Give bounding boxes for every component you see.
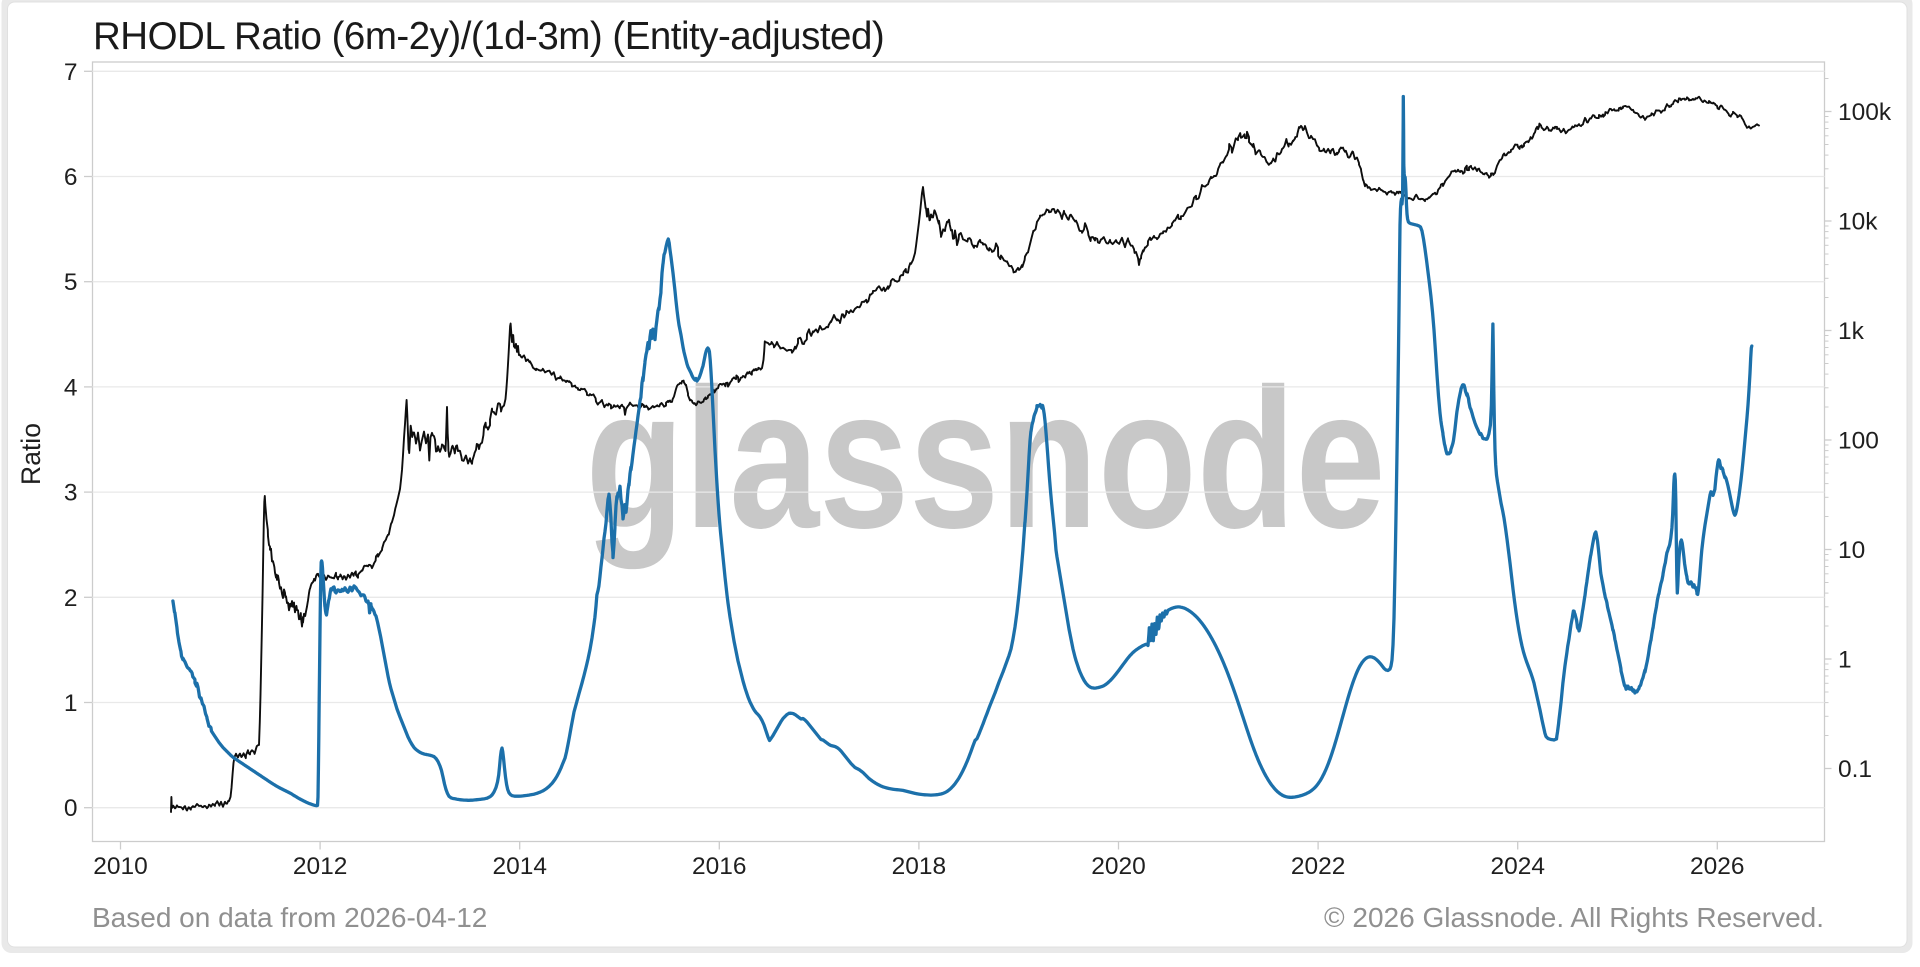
svg-text:© 2026 Glassnode. All Rights R: © 2026 Glassnode. All Rights Reserved. — [1324, 902, 1824, 933]
svg-text:2016: 2016 — [692, 853, 747, 880]
svg-text:100k: 100k — [1838, 99, 1892, 126]
svg-text:0: 0 — [64, 795, 78, 822]
svg-text:1: 1 — [1838, 647, 1852, 674]
svg-text:2018: 2018 — [892, 853, 947, 880]
svg-text:10k: 10k — [1838, 209, 1878, 236]
svg-text:3: 3 — [64, 480, 78, 507]
svg-text:2020: 2020 — [1091, 853, 1146, 880]
svg-text:2: 2 — [64, 585, 78, 612]
svg-text:4: 4 — [64, 374, 78, 401]
svg-text:2012: 2012 — [293, 853, 348, 880]
svg-text:0.1: 0.1 — [1838, 756, 1872, 783]
svg-text:glassnode: glassnode — [586, 348, 1386, 570]
svg-text:7: 7 — [64, 59, 78, 86]
svg-text:6: 6 — [64, 164, 78, 191]
svg-text:1: 1 — [64, 690, 78, 717]
svg-text:2024: 2024 — [1490, 853, 1545, 880]
svg-text:Based on data from 2026-04-12: Based on data from 2026-04-12 — [92, 902, 487, 933]
svg-text:2014: 2014 — [492, 853, 547, 880]
svg-text:Ratio: Ratio — [16, 423, 46, 485]
svg-text:10: 10 — [1838, 537, 1865, 564]
svg-text:1k: 1k — [1838, 318, 1865, 345]
svg-text:2010: 2010 — [93, 853, 148, 880]
svg-text:2026: 2026 — [1690, 853, 1745, 880]
svg-text:100: 100 — [1838, 428, 1879, 455]
svg-text:5: 5 — [64, 269, 78, 296]
svg-text:2022: 2022 — [1291, 853, 1346, 880]
svg-text:RHODL Ratio (6m-2y)/(1d-3m) (E: RHODL Ratio (6m-2y)/(1d-3m) (Entity-adju… — [93, 15, 884, 58]
